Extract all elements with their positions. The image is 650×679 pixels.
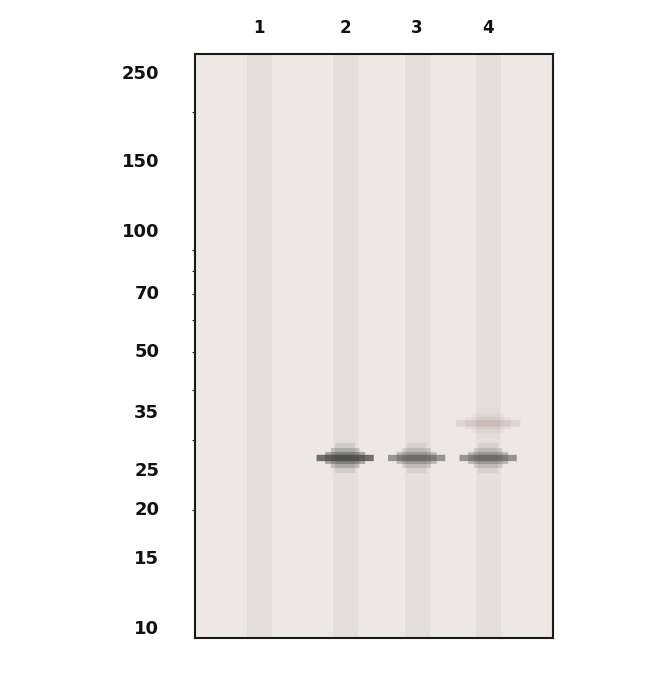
FancyBboxPatch shape bbox=[478, 443, 498, 473]
Text: 15: 15 bbox=[135, 551, 159, 568]
FancyBboxPatch shape bbox=[331, 448, 359, 468]
Text: 3: 3 bbox=[411, 19, 422, 37]
Text: 250: 250 bbox=[122, 65, 159, 83]
FancyBboxPatch shape bbox=[468, 452, 508, 464]
Text: 20: 20 bbox=[135, 501, 159, 519]
Text: 50: 50 bbox=[135, 343, 159, 361]
Text: 1: 1 bbox=[254, 19, 265, 37]
FancyBboxPatch shape bbox=[402, 448, 431, 468]
Text: 4: 4 bbox=[482, 19, 494, 37]
FancyBboxPatch shape bbox=[456, 420, 521, 426]
FancyBboxPatch shape bbox=[465, 418, 511, 429]
FancyBboxPatch shape bbox=[388, 455, 445, 461]
Text: 150: 150 bbox=[122, 153, 159, 171]
FancyBboxPatch shape bbox=[396, 452, 437, 464]
FancyBboxPatch shape bbox=[460, 455, 517, 461]
FancyBboxPatch shape bbox=[472, 414, 504, 433]
FancyBboxPatch shape bbox=[474, 448, 502, 468]
FancyBboxPatch shape bbox=[335, 443, 355, 473]
Text: 10: 10 bbox=[135, 621, 159, 638]
Text: 25: 25 bbox=[135, 462, 159, 480]
FancyBboxPatch shape bbox=[407, 443, 426, 473]
FancyBboxPatch shape bbox=[325, 452, 365, 464]
FancyBboxPatch shape bbox=[317, 455, 374, 461]
Text: 70: 70 bbox=[135, 285, 159, 303]
Text: 2: 2 bbox=[339, 19, 351, 37]
Text: 100: 100 bbox=[122, 223, 159, 241]
Text: 35: 35 bbox=[135, 404, 159, 422]
